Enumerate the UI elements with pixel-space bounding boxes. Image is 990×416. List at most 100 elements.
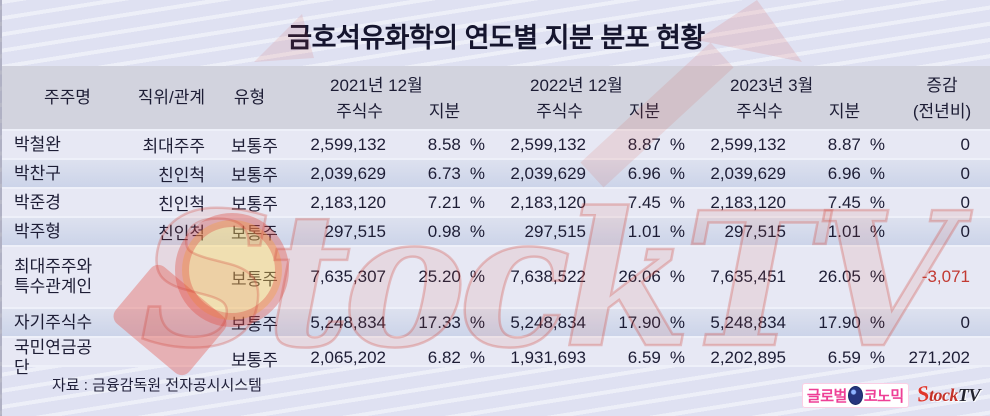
header-type: 유형 (233, 88, 266, 107)
cell-stake-2021-12: 7.21% (427, 192, 485, 212)
cell-stake-2021-12: 17.33% (418, 312, 485, 332)
cell-stake-2021-12: 6.82% (427, 348, 485, 367)
table-row: 박주형 친인척 보통주 297,515 0.98% 297,515 1.01% … (2, 218, 990, 247)
cell-share-type: 보통주 (231, 350, 278, 370)
cell-stake-2021-12: 6.73% (427, 163, 485, 183)
period-label: 2022년 12월 (530, 76, 623, 95)
cell-change-yoy: 0 (960, 312, 970, 332)
cell-shares-2021-12: 2,599,132 (310, 134, 386, 154)
subheader-stake: 지분 (428, 102, 461, 121)
cell-relation: 친인척 (158, 195, 205, 214)
logo-text-right: 코노믹 (863, 387, 904, 405)
percent-sign: % (669, 192, 685, 212)
percent-sign: % (469, 163, 485, 183)
cell-shares-2022-12: 1,931,693 (510, 348, 586, 367)
header-change: 증감 (전년비) (892, 66, 990, 129)
cell-change-yoy: 0 (960, 134, 970, 154)
cell-shares-2021-12: 5,248,834 (310, 312, 386, 332)
cell-stake-2021-12: 0.98% (427, 221, 485, 241)
percent-sign: % (469, 221, 485, 241)
cell-share-type: 보통주 (231, 195, 278, 214)
cell-change-yoy: 271,202 (908, 348, 970, 367)
cell-shareholder-name: 박철완 (14, 134, 61, 154)
cell-shares-2021-12: 2,065,202 (310, 348, 386, 367)
cell-share-type: 보통주 (231, 269, 278, 289)
table-row: 최대주주와 특수관계인 보통주 7,635,307 25.20% 7,638,5… (2, 247, 990, 309)
cell-stake-2021-12: 8.58% (427, 134, 485, 154)
cell-stake-2022-12: 7.45% (627, 192, 685, 212)
percent-sign: % (469, 312, 485, 332)
stocktv-logo: S tock TV (914, 380, 981, 407)
logo-text-tock: tock (928, 385, 959, 405)
percent-sign: % (869, 267, 885, 286)
subheader-shares: 주식수 (536, 102, 583, 121)
percent-sign: % (869, 221, 885, 241)
cell-change-yoy: 0 (960, 163, 970, 183)
header-relation: 직위/관계 (137, 88, 205, 107)
cell-shareholder-name: 최대주주와 특수관계인 (14, 257, 93, 296)
cell-stake-2023-03: 8.87% (827, 134, 885, 154)
cell-shares-2021-12: 2,039,629 (310, 163, 386, 183)
source-note: 자료 : 금융감독원 전자공시시스템 (52, 377, 262, 394)
logo-text-left: 글로벌 (806, 387, 847, 405)
percent-sign: % (469, 192, 485, 212)
period-label: 2021년 12월 (330, 76, 423, 95)
cell-stake-2023-03: 17.90% (818, 312, 885, 332)
cell-shares-2022-12: 5,248,834 (510, 312, 586, 332)
header-shareholder: 주주명 (44, 88, 91, 107)
subheader-shares: 주식수 (336, 102, 383, 121)
cell-shares-2023-03: 2,202,895 (710, 348, 786, 367)
cell-stake-2023-03: 6.96% (827, 163, 885, 183)
cell-shares-2021-12: 297,515 (324, 221, 386, 241)
table-row: 박찬구 친인척 보통주 2,039,629 6.73% 2,039,629 6.… (2, 160, 990, 189)
cell-shares-2023-03: 2,183,120 (710, 192, 786, 212)
cell-change-yoy: -3,071 (921, 267, 970, 286)
subheader-shares: 주식수 (736, 102, 783, 121)
cell-shares-2023-03: 5,248,834 (710, 312, 786, 332)
percent-sign: % (669, 312, 685, 332)
cell-share-type: 보통주 (231, 166, 278, 185)
cell-shareholder-name: 박주형 (14, 221, 61, 241)
header-change-line2: (전년비) (912, 102, 972, 121)
cell-stake-2023-03: 6.59% (827, 348, 885, 367)
percent-sign: % (869, 192, 885, 212)
percent-sign: % (669, 267, 685, 286)
percent-sign: % (469, 267, 485, 286)
percent-sign: % (869, 163, 885, 183)
cell-share-type: 보통주 (231, 137, 278, 156)
cell-shares-2022-12: 297,515 (524, 221, 586, 241)
table-row: 국민연금공단 보통주 2,065,202 6.82% 1,931,693 6.5… (2, 338, 990, 377)
header-group-2022-12: 2022년 12월 주식수 지분 (492, 66, 692, 129)
cell-stake-2022-12: 1.01% (627, 221, 685, 241)
percent-sign: % (669, 163, 685, 183)
cell-shares-2022-12: 2,183,120 (510, 192, 586, 212)
subheader-stake: 지분 (628, 102, 661, 121)
cell-shares-2023-03: 2,039,629 (710, 163, 786, 183)
cell-share-type: 보통주 (231, 315, 278, 334)
cell-shareholder-name: 자기주식수 (14, 312, 93, 332)
period-label: 2023년 3월 (730, 76, 814, 95)
percent-sign: % (869, 134, 885, 154)
cell-shares-2023-03: 7,635,451 (710, 267, 786, 286)
cell-shareholder-name: 국민연금공단 (14, 338, 93, 377)
percent-sign: % (869, 348, 885, 367)
cell-shares-2021-12: 2,183,120 (310, 192, 386, 212)
blue-oval-icon (847, 385, 863, 405)
rocket-s-icon: S (914, 380, 931, 407)
cell-relation: 친인척 (158, 224, 205, 243)
table-row: 박준경 친인척 보통주 2,183,120 7.21% 2,183,120 7.… (2, 189, 990, 218)
cell-stake-2022-12: 6.96% (627, 163, 685, 183)
page-title: 금호석유화학의 연도별 지분 분포 현황 (287, 23, 705, 53)
logo-text-tv: TV (957, 385, 981, 405)
header-change-line1: 증감 (926, 76, 958, 95)
cell-stake-2023-03: 1.01% (827, 221, 885, 241)
cell-shares-2023-03: 297,515 (724, 221, 786, 241)
cell-shares-2022-12: 2,599,132 (510, 134, 586, 154)
table-row: 박철완 최대주주 보통주 2,599,132 8.58% 2,599,132 8… (2, 131, 990, 160)
header-group-2023-03: 2023년 3월 주식수 지분 (692, 66, 892, 129)
cell-relation: 친인척 (158, 166, 205, 185)
table-row: 자기주식수 보통주 5,248,834 17.33% 5,248,834 17.… (2, 309, 990, 338)
percent-sign: % (669, 348, 685, 367)
cell-change-yoy: 0 (960, 221, 970, 241)
subheader-stake: 지분 (828, 102, 861, 121)
